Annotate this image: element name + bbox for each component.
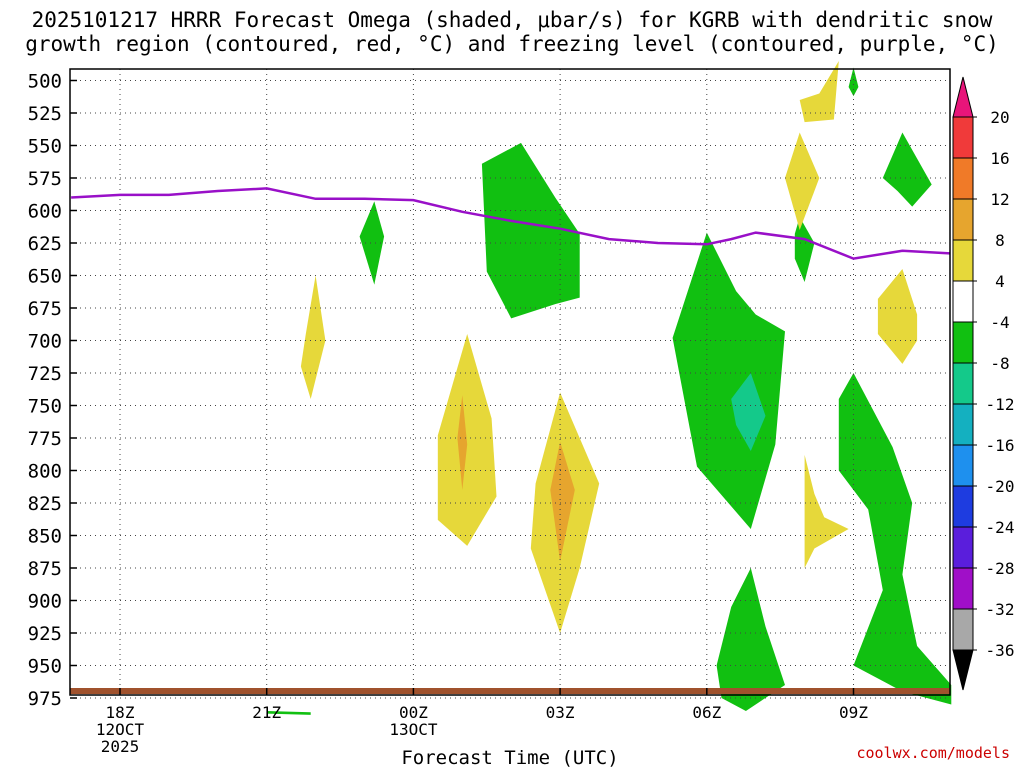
y-tick-label-850: 850 xyxy=(28,526,62,548)
omega-region-1 xyxy=(672,232,785,529)
colorbar-segment-3 xyxy=(952,239,974,282)
colorbar-segment-12 xyxy=(952,608,974,651)
x-tick-label-12-0: 06Z xyxy=(692,703,721,722)
omega-region-9 xyxy=(731,373,766,451)
omega-region-4 xyxy=(882,132,932,207)
plot-frame xyxy=(69,68,951,696)
colorbar-label-13: -36 xyxy=(986,641,1015,660)
colorbar-label-11: -28 xyxy=(986,559,1015,578)
omega-region-12 xyxy=(300,275,326,399)
colorbar-label-1: 16 xyxy=(990,149,1009,168)
colorbar-top-arrow xyxy=(952,76,974,118)
credit-text: coolwx.com/models xyxy=(856,744,1010,762)
colorbar-label-5: -4 xyxy=(990,313,1009,332)
colorbar-segment-7 xyxy=(952,403,974,446)
x-tick-label-0-1: 12OCT xyxy=(96,720,145,739)
chart-title-line-2: growth region (contoured, red, °C) and f… xyxy=(25,32,999,56)
colorbar-segment-2 xyxy=(952,198,974,241)
y-tick-label-925: 925 xyxy=(28,623,62,645)
colorbar-segment-5 xyxy=(952,321,974,364)
colorbar-label-3: 8 xyxy=(995,231,1005,250)
omega-region-7 xyxy=(848,67,859,97)
y-tick-label-700: 700 xyxy=(28,331,62,353)
colorbar-label-8: -16 xyxy=(986,436,1015,455)
omega-region-13 xyxy=(799,61,839,123)
omega-region-10 xyxy=(437,334,497,546)
y-tick-label-900: 900 xyxy=(28,591,62,613)
colorbar-segment-10 xyxy=(952,526,974,569)
omega-region-8 xyxy=(266,711,311,715)
y-tick-label-775: 775 xyxy=(28,428,62,450)
freezing-level-layer xyxy=(71,187,951,260)
y-tick-label-550: 550 xyxy=(28,136,62,158)
colorbar-segment-0 xyxy=(952,116,974,159)
omega-region-15 xyxy=(877,269,918,364)
x-tick-label-0-2: 2025 xyxy=(101,737,140,756)
omega-region-3 xyxy=(716,568,785,711)
colorbar-label-2: 12 xyxy=(990,190,1009,209)
colorbar-label-10: -24 xyxy=(986,518,1015,537)
chart-title-line-1: 2025101217 HRRR Forecast Omega (shaded, … xyxy=(31,8,993,32)
colorbar-label-12: -32 xyxy=(986,600,1015,619)
omega-region-6 xyxy=(794,217,815,282)
colorbar-label-9: -20 xyxy=(986,477,1015,496)
colorbar-segment-6 xyxy=(952,362,974,405)
x-tick-label-6-1: 13OCT xyxy=(389,720,438,739)
ground-band xyxy=(70,688,950,694)
colorbar-segment-11 xyxy=(952,567,974,610)
omega-region-17 xyxy=(457,395,468,490)
y-axis: 500 525 550 575 600 625 650 675 700 725 750 775 800 8… xyxy=(28,71,77,710)
y-tick-label-800: 800 xyxy=(28,461,62,483)
omega-region-18 xyxy=(550,441,575,562)
colorbar: 20 16 12 8 4 -4 -8 -12 -16 -20 -24 -28 -32 -36 xyxy=(952,76,1015,691)
y-tick-label-625: 625 xyxy=(28,233,62,255)
colorbar-segment-1 xyxy=(952,157,974,200)
colorbar-label-0: 20 xyxy=(990,108,1009,127)
colorbar-label-7: -12 xyxy=(986,395,1015,414)
colorbar-label-6: -8 xyxy=(990,354,1009,373)
colorbar-segment-9 xyxy=(952,485,974,528)
omega-region-5 xyxy=(359,201,385,285)
omega-region-2 xyxy=(838,373,952,705)
y-tick-label-875: 875 xyxy=(28,558,62,580)
omega-region-14 xyxy=(785,132,820,230)
y-tick-label-975: 975 xyxy=(28,688,62,710)
freezing-level-line xyxy=(71,187,951,260)
y-tick-label-675: 675 xyxy=(28,298,62,320)
x-tick-label-9-0: 03Z xyxy=(546,703,575,722)
y-tick-label-725: 725 xyxy=(28,363,62,385)
x-tick-label-6-0: 00Z xyxy=(399,703,428,722)
colorbar-bottom-arrow xyxy=(952,649,974,691)
omega-region-16 xyxy=(804,454,849,568)
x-tick-label-3-0: 21Z xyxy=(252,703,281,722)
omega-shaded-regions xyxy=(266,61,952,715)
y-tick-label-525: 525 xyxy=(28,103,62,125)
y-tick-label-500: 500 xyxy=(28,71,62,93)
y-tick-label-650: 650 xyxy=(28,266,62,288)
omega-region-0 xyxy=(481,142,580,319)
colorbar-segment-8 xyxy=(952,444,974,487)
colorbar-label-4: 4 xyxy=(995,272,1005,291)
x-tick-label-0-0: 18Z xyxy=(106,703,135,722)
y-tick-label-600: 600 xyxy=(28,201,62,223)
grid-lines xyxy=(70,69,950,699)
y-tick-label-750: 750 xyxy=(28,396,62,418)
colorbar-segment-4 xyxy=(952,280,974,323)
y-tick-label-825: 825 xyxy=(28,493,62,515)
x-axis-title: Forecast Time (UTC) xyxy=(401,747,618,768)
x-tick-label-15-0: 09Z xyxy=(839,703,868,722)
y-tick-label-575: 575 xyxy=(28,168,62,190)
y-tick-label-950: 950 xyxy=(28,656,62,678)
